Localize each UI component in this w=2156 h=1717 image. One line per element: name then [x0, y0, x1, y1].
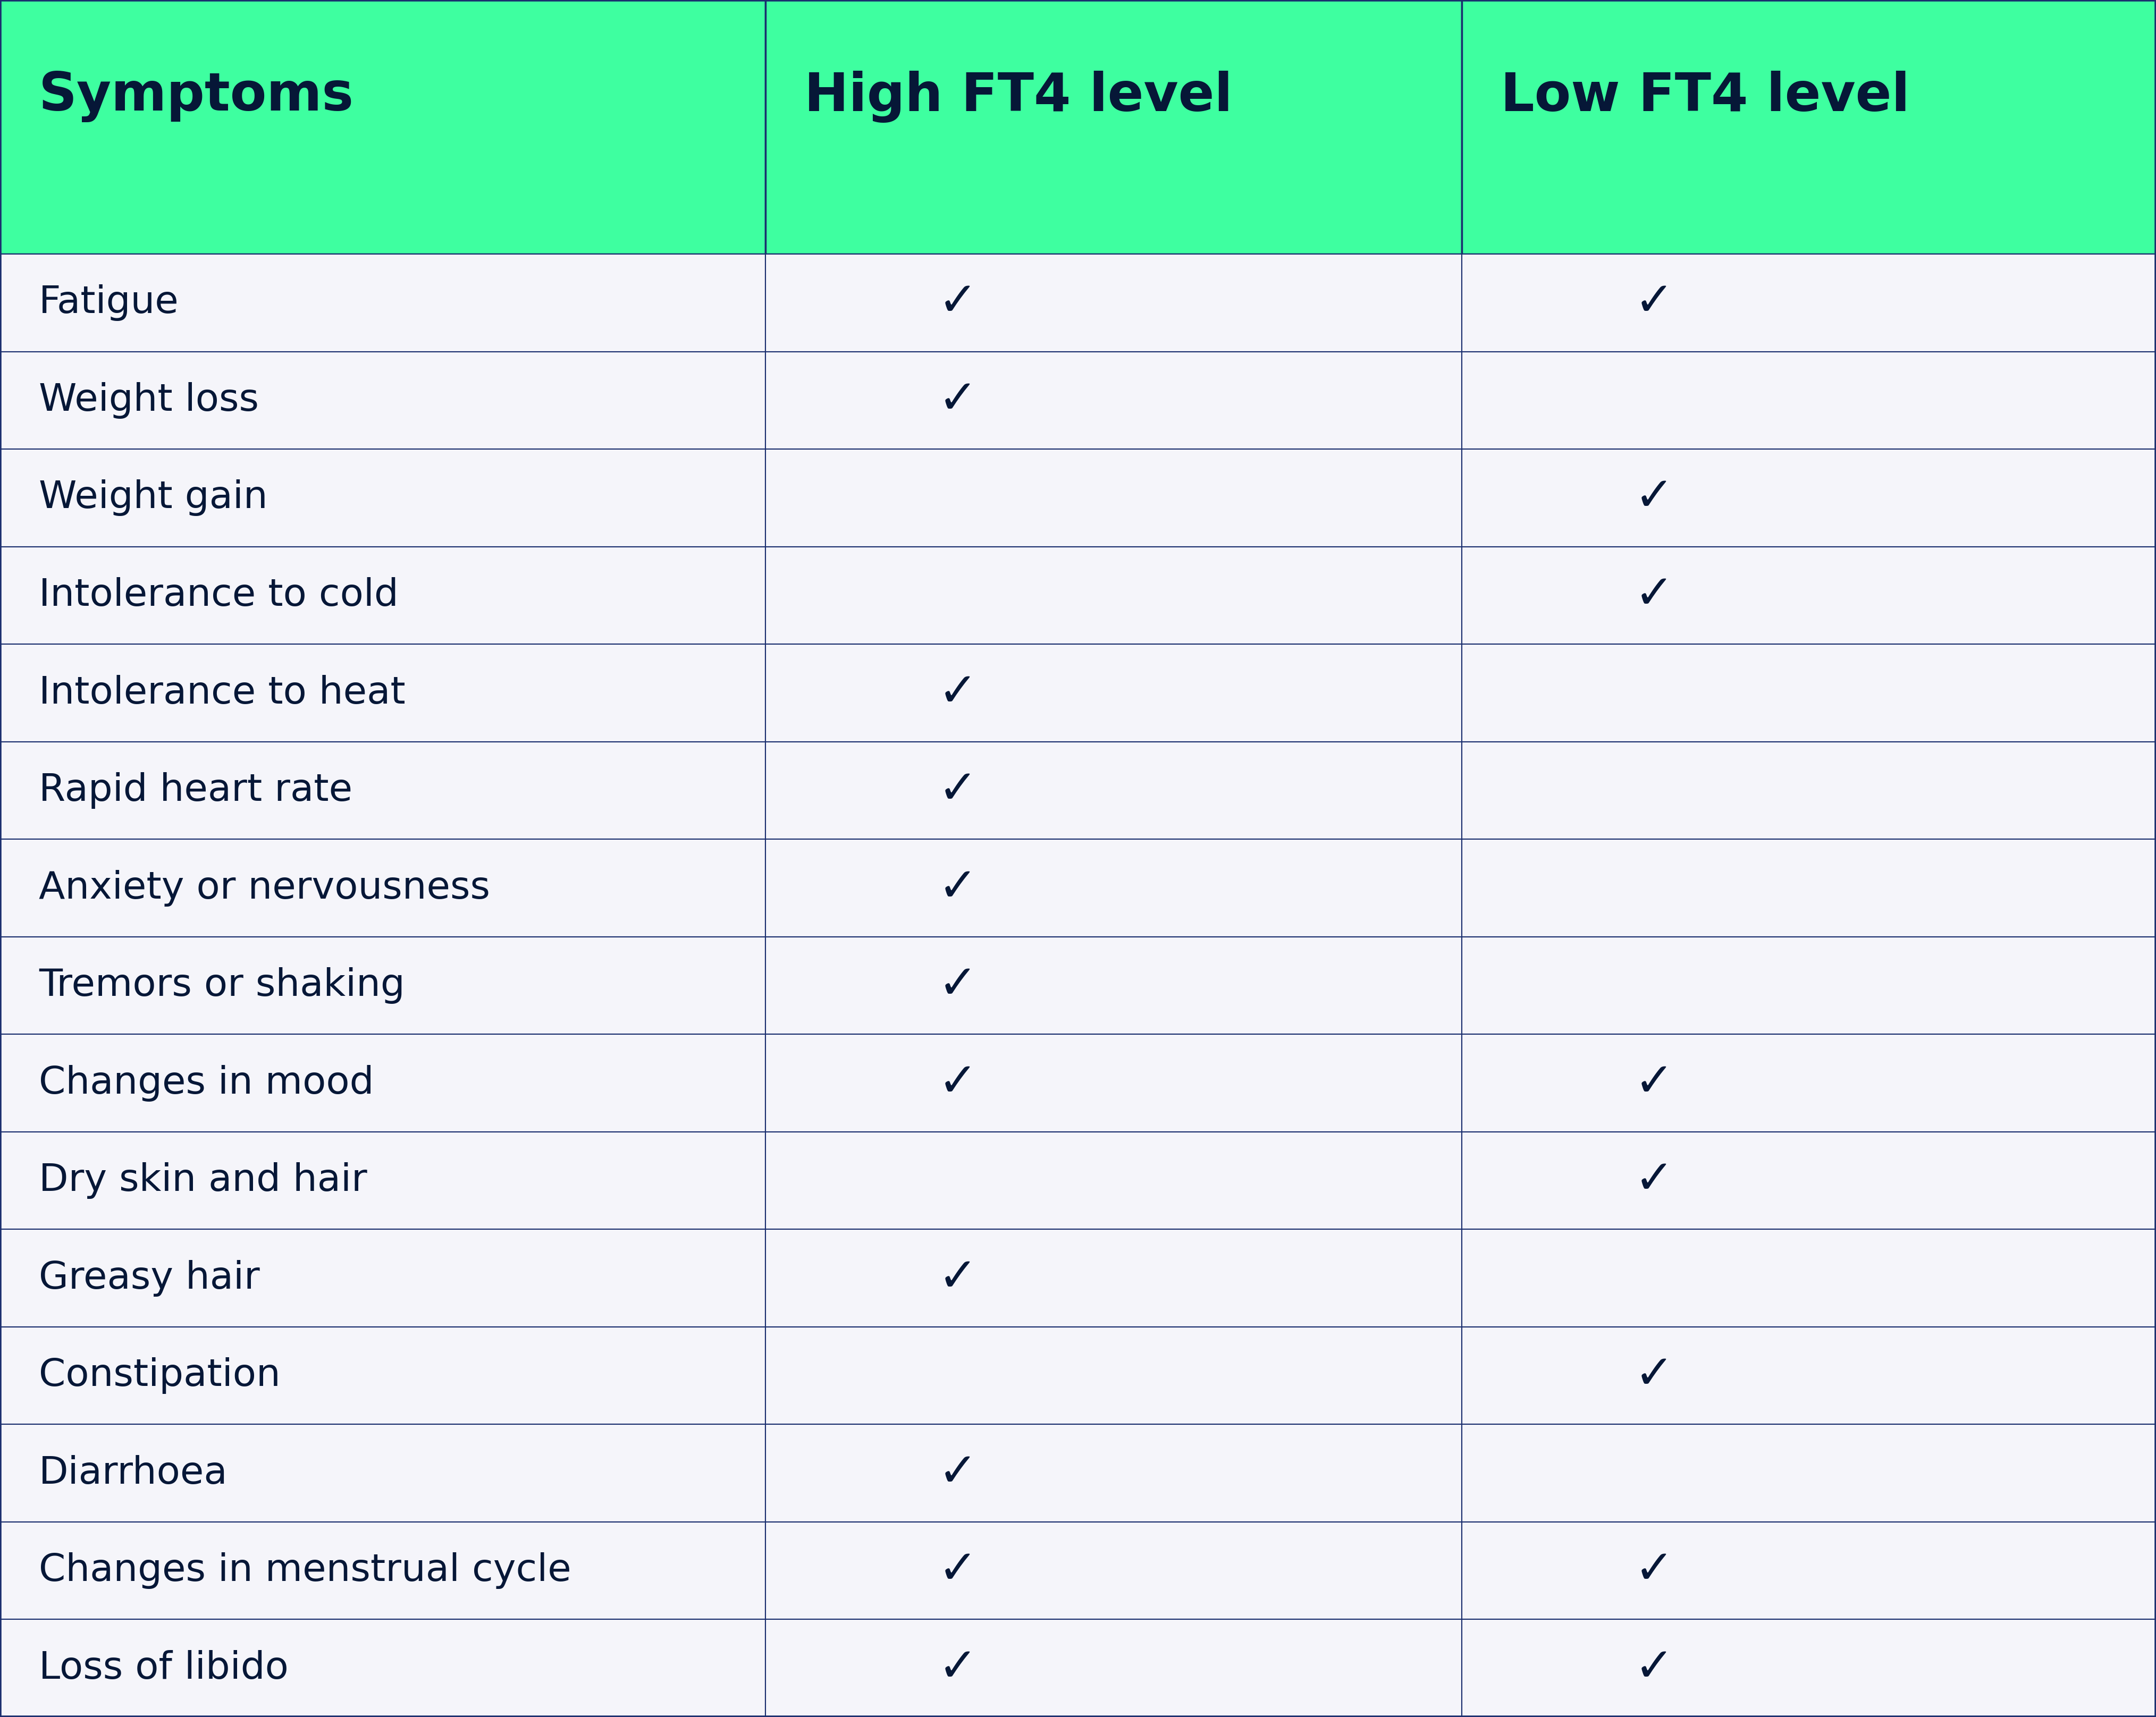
- Text: Changes in mood: Changes in mood: [39, 1065, 373, 1101]
- FancyBboxPatch shape: [0, 352, 765, 450]
- Text: ✓: ✓: [1634, 1547, 1673, 1593]
- Text: High FT4 level: High FT4 level: [804, 70, 1233, 122]
- FancyBboxPatch shape: [765, 742, 1462, 840]
- Text: Rapid heart rate: Rapid heart rate: [39, 773, 351, 809]
- Text: Intolerance to heat: Intolerance to heat: [39, 675, 405, 711]
- FancyBboxPatch shape: [1462, 1425, 2156, 1521]
- Text: ✓: ✓: [1634, 1353, 1673, 1399]
- Text: ✓: ✓: [1634, 1059, 1673, 1106]
- FancyBboxPatch shape: [0, 0, 765, 254]
- Text: Changes in menstrual cycle: Changes in menstrual cycle: [39, 1552, 571, 1588]
- Text: Weight gain: Weight gain: [39, 479, 267, 517]
- FancyBboxPatch shape: [0, 450, 765, 546]
- FancyBboxPatch shape: [1462, 840, 2156, 937]
- FancyBboxPatch shape: [0, 840, 765, 937]
- FancyBboxPatch shape: [1462, 546, 2156, 644]
- FancyBboxPatch shape: [1462, 1327, 2156, 1425]
- Text: ✓: ✓: [938, 280, 977, 326]
- Text: ✓: ✓: [938, 1451, 977, 1496]
- FancyBboxPatch shape: [1462, 352, 2156, 450]
- Text: ✓: ✓: [1634, 572, 1673, 618]
- FancyBboxPatch shape: [0, 1619, 765, 1717]
- FancyBboxPatch shape: [765, 546, 1462, 644]
- FancyBboxPatch shape: [1462, 0, 2156, 254]
- Text: ✓: ✓: [1634, 476, 1673, 520]
- FancyBboxPatch shape: [0, 937, 765, 1034]
- Text: Loss of libido: Loss of libido: [39, 1650, 289, 1686]
- FancyBboxPatch shape: [765, 1034, 1462, 1132]
- FancyBboxPatch shape: [765, 450, 1462, 546]
- FancyBboxPatch shape: [0, 1229, 765, 1327]
- FancyBboxPatch shape: [1462, 1619, 2156, 1717]
- Text: ✓: ✓: [938, 1059, 977, 1106]
- Text: ✓: ✓: [938, 378, 977, 424]
- FancyBboxPatch shape: [765, 1425, 1462, 1521]
- FancyBboxPatch shape: [765, 1521, 1462, 1619]
- Text: Symptoms: Symptoms: [39, 70, 354, 122]
- FancyBboxPatch shape: [0, 742, 765, 840]
- Text: ✓: ✓: [938, 963, 977, 1008]
- FancyBboxPatch shape: [0, 254, 765, 352]
- Text: ✓: ✓: [1634, 280, 1673, 326]
- FancyBboxPatch shape: [765, 937, 1462, 1034]
- FancyBboxPatch shape: [0, 1425, 765, 1521]
- Text: ✓: ✓: [938, 1645, 977, 1691]
- Text: ✓: ✓: [1634, 1157, 1673, 1204]
- FancyBboxPatch shape: [765, 254, 1462, 352]
- FancyBboxPatch shape: [765, 1229, 1462, 1327]
- Text: ✓: ✓: [938, 767, 977, 814]
- FancyBboxPatch shape: [0, 546, 765, 644]
- Text: Dry skin and hair: Dry skin and hair: [39, 1162, 367, 1198]
- Text: ✓: ✓: [938, 1547, 977, 1593]
- FancyBboxPatch shape: [765, 1327, 1462, 1425]
- FancyBboxPatch shape: [1462, 254, 2156, 352]
- FancyBboxPatch shape: [765, 352, 1462, 450]
- Text: ✓: ✓: [1634, 1645, 1673, 1691]
- FancyBboxPatch shape: [0, 1132, 765, 1229]
- Text: ✓: ✓: [938, 1255, 977, 1301]
- FancyBboxPatch shape: [1462, 644, 2156, 742]
- Text: Constipation: Constipation: [39, 1358, 280, 1394]
- FancyBboxPatch shape: [1462, 937, 2156, 1034]
- FancyBboxPatch shape: [0, 1327, 765, 1425]
- FancyBboxPatch shape: [1462, 1132, 2156, 1229]
- FancyBboxPatch shape: [765, 840, 1462, 937]
- Text: ✓: ✓: [938, 670, 977, 716]
- FancyBboxPatch shape: [0, 1034, 765, 1132]
- FancyBboxPatch shape: [0, 644, 765, 742]
- Text: Weight loss: Weight loss: [39, 383, 259, 419]
- FancyBboxPatch shape: [765, 1619, 1462, 1717]
- Text: Fatigue: Fatigue: [39, 285, 179, 321]
- Text: Tremors or shaking: Tremors or shaking: [39, 967, 405, 1004]
- FancyBboxPatch shape: [0, 1521, 765, 1619]
- FancyBboxPatch shape: [1462, 742, 2156, 840]
- Text: Diarrhoea: Diarrhoea: [39, 1454, 229, 1492]
- FancyBboxPatch shape: [1462, 1521, 2156, 1619]
- FancyBboxPatch shape: [765, 1132, 1462, 1229]
- Text: Intolerance to cold: Intolerance to cold: [39, 577, 399, 613]
- Text: Greasy hair: Greasy hair: [39, 1260, 261, 1296]
- FancyBboxPatch shape: [1462, 1034, 2156, 1132]
- Text: ✓: ✓: [938, 865, 977, 912]
- FancyBboxPatch shape: [765, 0, 1462, 254]
- Text: Low FT4 level: Low FT4 level: [1501, 70, 1910, 122]
- FancyBboxPatch shape: [765, 644, 1462, 742]
- FancyBboxPatch shape: [1462, 1229, 2156, 1327]
- FancyBboxPatch shape: [1462, 450, 2156, 546]
- Text: Anxiety or nervousness: Anxiety or nervousness: [39, 871, 489, 907]
